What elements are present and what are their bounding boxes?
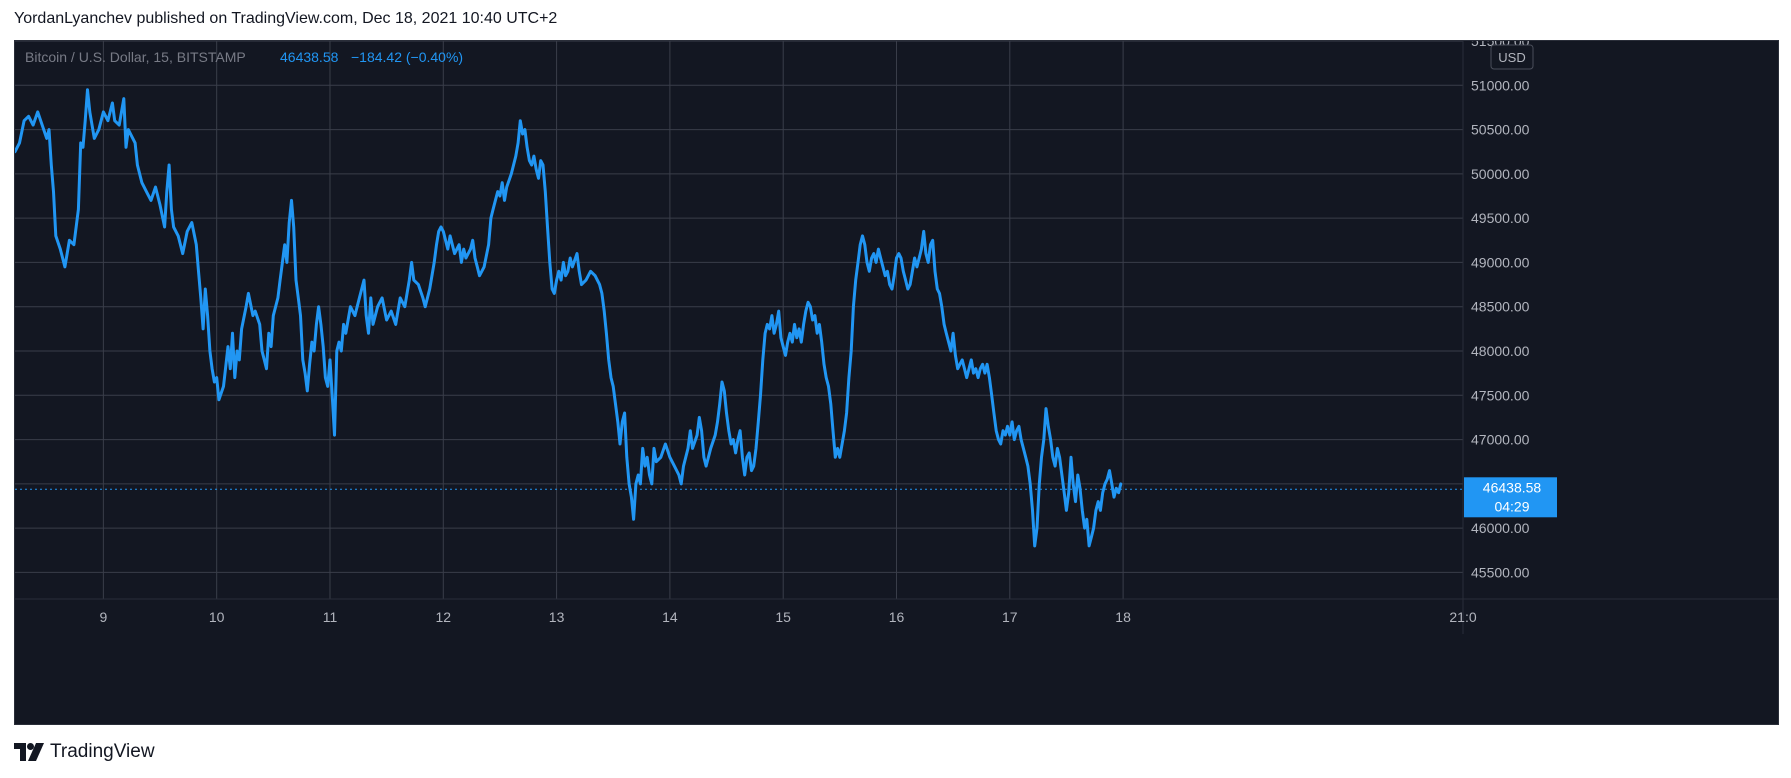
y-tick-label: 48000.00	[1471, 343, 1530, 359]
last-price-tag: 46438.58 04:29	[1464, 477, 1557, 518]
y-tick-label: 47500.00	[1471, 387, 1530, 403]
price-tag-price: 46438.58	[1483, 479, 1542, 495]
legend-change: −184.42 (−0.40%)	[351, 49, 463, 65]
tradingview-logo-icon	[14, 743, 44, 761]
footer-branding[interactable]: TradingView	[14, 741, 155, 763]
y-tick-label: 50000.00	[1471, 166, 1530, 182]
x-tick-label: 15	[775, 609, 791, 625]
y-tick-label: 48500.00	[1471, 299, 1530, 315]
x-tick-label: 10	[209, 609, 225, 625]
y-tick-label: 51000.00	[1471, 77, 1530, 93]
x-tick-label: 17	[1002, 609, 1018, 625]
grid	[15, 41, 1464, 599]
x-tick-label: 16	[889, 609, 905, 625]
y-tick-label: 46000.00	[1471, 520, 1530, 536]
price-series-line[interactable]	[15, 88, 1123, 548]
footer-brand-label: TradingView	[50, 741, 155, 762]
x-tick-label: 18	[1115, 609, 1131, 625]
publish-header: YordanLyanchev published on TradingView.…	[14, 10, 558, 27]
price-tag-countdown: 04:29	[1494, 498, 1529, 514]
y-tick-label: 45500.00	[1471, 564, 1530, 580]
x-tick-label: 21:0	[1449, 609, 1476, 625]
y-tick-label: 47000.00	[1471, 432, 1530, 448]
x-tick-label: 9	[99, 609, 107, 625]
time-axis[interactable]: 9 10 11 12 13 14 15 16 17 18 21:0	[99, 609, 1476, 625]
price-chart[interactable]: 45500.0046000.0046500.0047000.0047500.00…	[15, 41, 1778, 634]
y-tick-label: 50500.00	[1471, 122, 1530, 138]
x-tick-label: 13	[549, 609, 565, 625]
x-tick-label: 11	[323, 609, 338, 625]
y-tick-label: 49500.00	[1471, 210, 1530, 226]
currency-badge[interactable]: USD	[1490, 44, 1534, 70]
currency-badge-label: USD	[1498, 50, 1525, 65]
chart-container[interactable]: 45500.0046000.0046500.0047000.0047500.00…	[14, 40, 1779, 725]
legend-symbol: Bitcoin / U.S. Dollar, 15, BITSTAMP	[25, 49, 246, 65]
x-tick-label: 12	[435, 609, 451, 625]
y-tick-label: 49000.00	[1471, 254, 1530, 270]
legend-price: 46438.58	[280, 49, 339, 65]
x-tick-label: 14	[662, 609, 678, 625]
